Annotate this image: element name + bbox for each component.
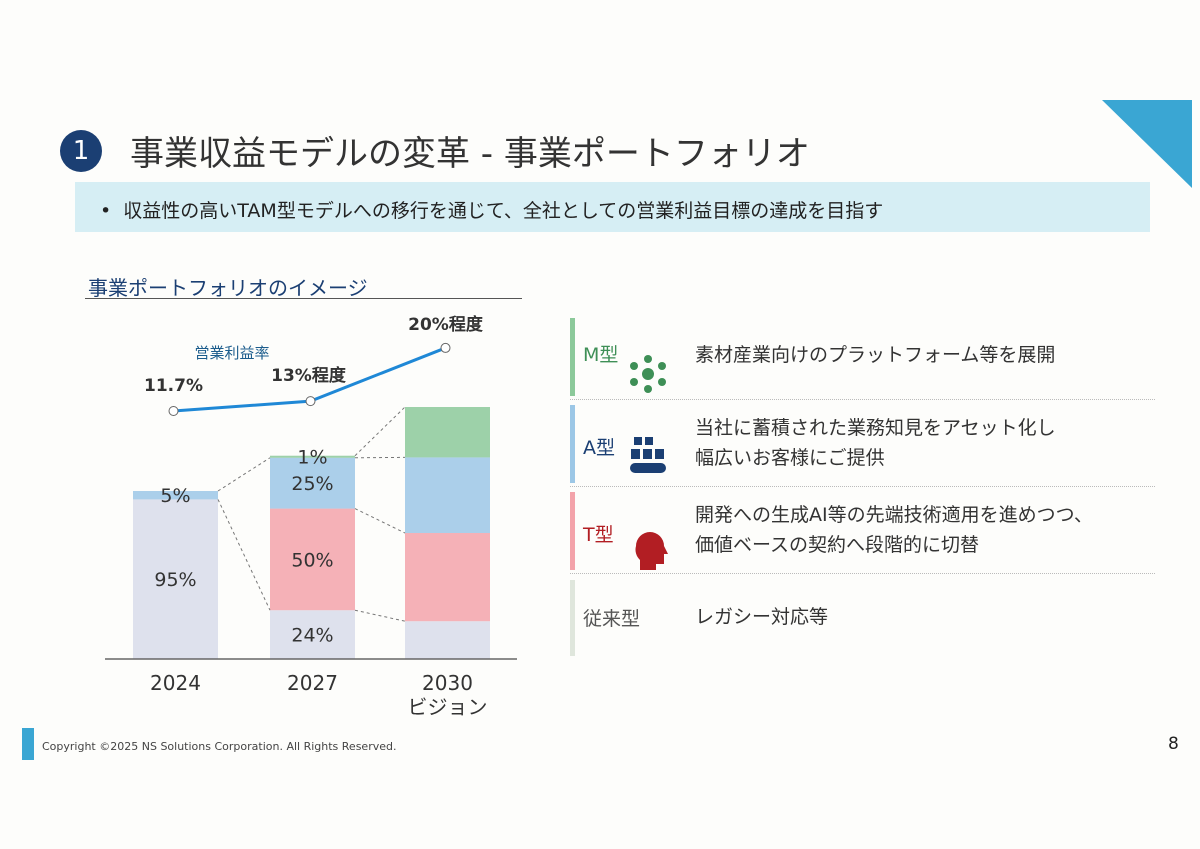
desc-line: 開発への生成AI等の先端技術適用を進めつつ、 — [695, 504, 1093, 526]
summary-bullet: • 収益性の高いTAM型モデルへの移行を通じて、全社としての営業利益目標の達成を… — [100, 196, 883, 223]
line-label: 11.7% — [144, 376, 203, 396]
bar-segment-T — [270, 508, 355, 611]
line-label: 20%程度 — [408, 314, 484, 335]
category-label: 2030 — [422, 671, 473, 695]
legend-desc: 開発への生成AI等の先端技術適用を進めつつ、 価値ベースの契約へ段階的に切替 — [695, 500, 1093, 560]
bullet-dot: • — [100, 200, 124, 222]
summary-band — [75, 182, 1150, 232]
data-label: 95% — [154, 569, 196, 591]
desc-line: 当社に蓄積された業務知見をアセット化し — [695, 417, 1056, 439]
corner-decoration — [1102, 100, 1192, 188]
connector-line — [354, 609, 406, 622]
bar-segment-M — [270, 455, 355, 458]
line-point — [168, 406, 179, 416]
divider — [570, 573, 1155, 574]
legend-type: M型 — [583, 344, 619, 366]
footer-accent-bar — [22, 728, 34, 760]
divider — [570, 486, 1155, 487]
legend-type: 従来型 — [583, 608, 641, 630]
desc-line: 価値ベースの契約へ段階的に切替 — [695, 534, 980, 556]
line-point — [305, 396, 316, 407]
bar-segment-legacy — [405, 621, 490, 659]
line-label: 13%程度 — [271, 365, 347, 386]
legend-type: A型 — [583, 437, 615, 459]
legend-row-a: A型 当社に蓄積された業務知見をアセット化し 幅広いお客様にご提供 — [570, 405, 1155, 483]
legend-color-bar — [570, 580, 575, 656]
summary-text: 収益性の高いTAM型モデルへの移行を通じて、全社としての営業利益目標の達成を目指… — [123, 200, 884, 222]
ai-head-icon — [635, 532, 668, 570]
section-number-badge: 1 — [60, 130, 102, 172]
data-label: 50% — [291, 549, 333, 571]
line-series-name: 営業利益率 — [194, 344, 269, 362]
page-title: 事業収益モデルの変革 - 事業ポートフォリオ — [130, 134, 810, 174]
bar-segment-A — [405, 457, 490, 533]
bar-segment-T — [405, 533, 490, 622]
data-label: 1% — [297, 447, 327, 469]
section-title: 事業ポートフォリオのイメージ — [88, 276, 368, 300]
legend-row-legacy: 従来型 レガシー対応等 — [570, 580, 1155, 656]
legend-desc: レガシー対応等 — [695, 606, 829, 628]
category-label: ビジョン — [408, 695, 488, 719]
bar-segment-legacy — [133, 499, 218, 659]
legend-color-bar — [570, 318, 575, 396]
connector-line — [217, 457, 271, 492]
legend-row-t: T型 開発への生成AI等の先端技術適用を進めつつ、 価値ベースの契約へ段階的に切替 — [570, 492, 1155, 570]
copyright: Copyright ©2025 NS Solutions Corporation… — [42, 740, 397, 753]
bar-segment-M — [405, 407, 490, 458]
conveyor-boxes-icon — [630, 437, 666, 473]
data-label: 24% — [291, 625, 333, 647]
bar-segment-legacy — [270, 610, 355, 659]
bar-segment-A — [133, 491, 218, 500]
divider — [570, 399, 1155, 400]
line-point — [440, 342, 451, 353]
legend-row-m: M型 素材産業向けのプラットフォーム等を展開 — [570, 318, 1155, 396]
legend-desc: 当社に蓄積された業務知見をアセット化し 幅広いお客様にご提供 — [695, 413, 1056, 473]
data-label: 5% — [160, 485, 190, 507]
bar-segment-A — [270, 457, 355, 509]
legend-color-bar — [570, 405, 575, 483]
legend-desc: 素材産業向けのプラットフォーム等を展開 — [695, 344, 1056, 366]
connector-line — [217, 499, 271, 611]
legend-type: T型 — [583, 524, 614, 546]
legend-color-bar — [570, 492, 575, 570]
connector-line — [354, 406, 406, 457]
desc-line: 幅広いお客様にご提供 — [695, 447, 885, 469]
data-label: 25% — [291, 473, 333, 495]
category-label: 2024 — [150, 671, 201, 695]
network-people-icon — [630, 355, 666, 393]
category-label: 2027 — [287, 671, 338, 695]
connector-line — [354, 508, 406, 534]
page-number: 8 — [1168, 734, 1179, 754]
section-underline — [85, 298, 522, 299]
